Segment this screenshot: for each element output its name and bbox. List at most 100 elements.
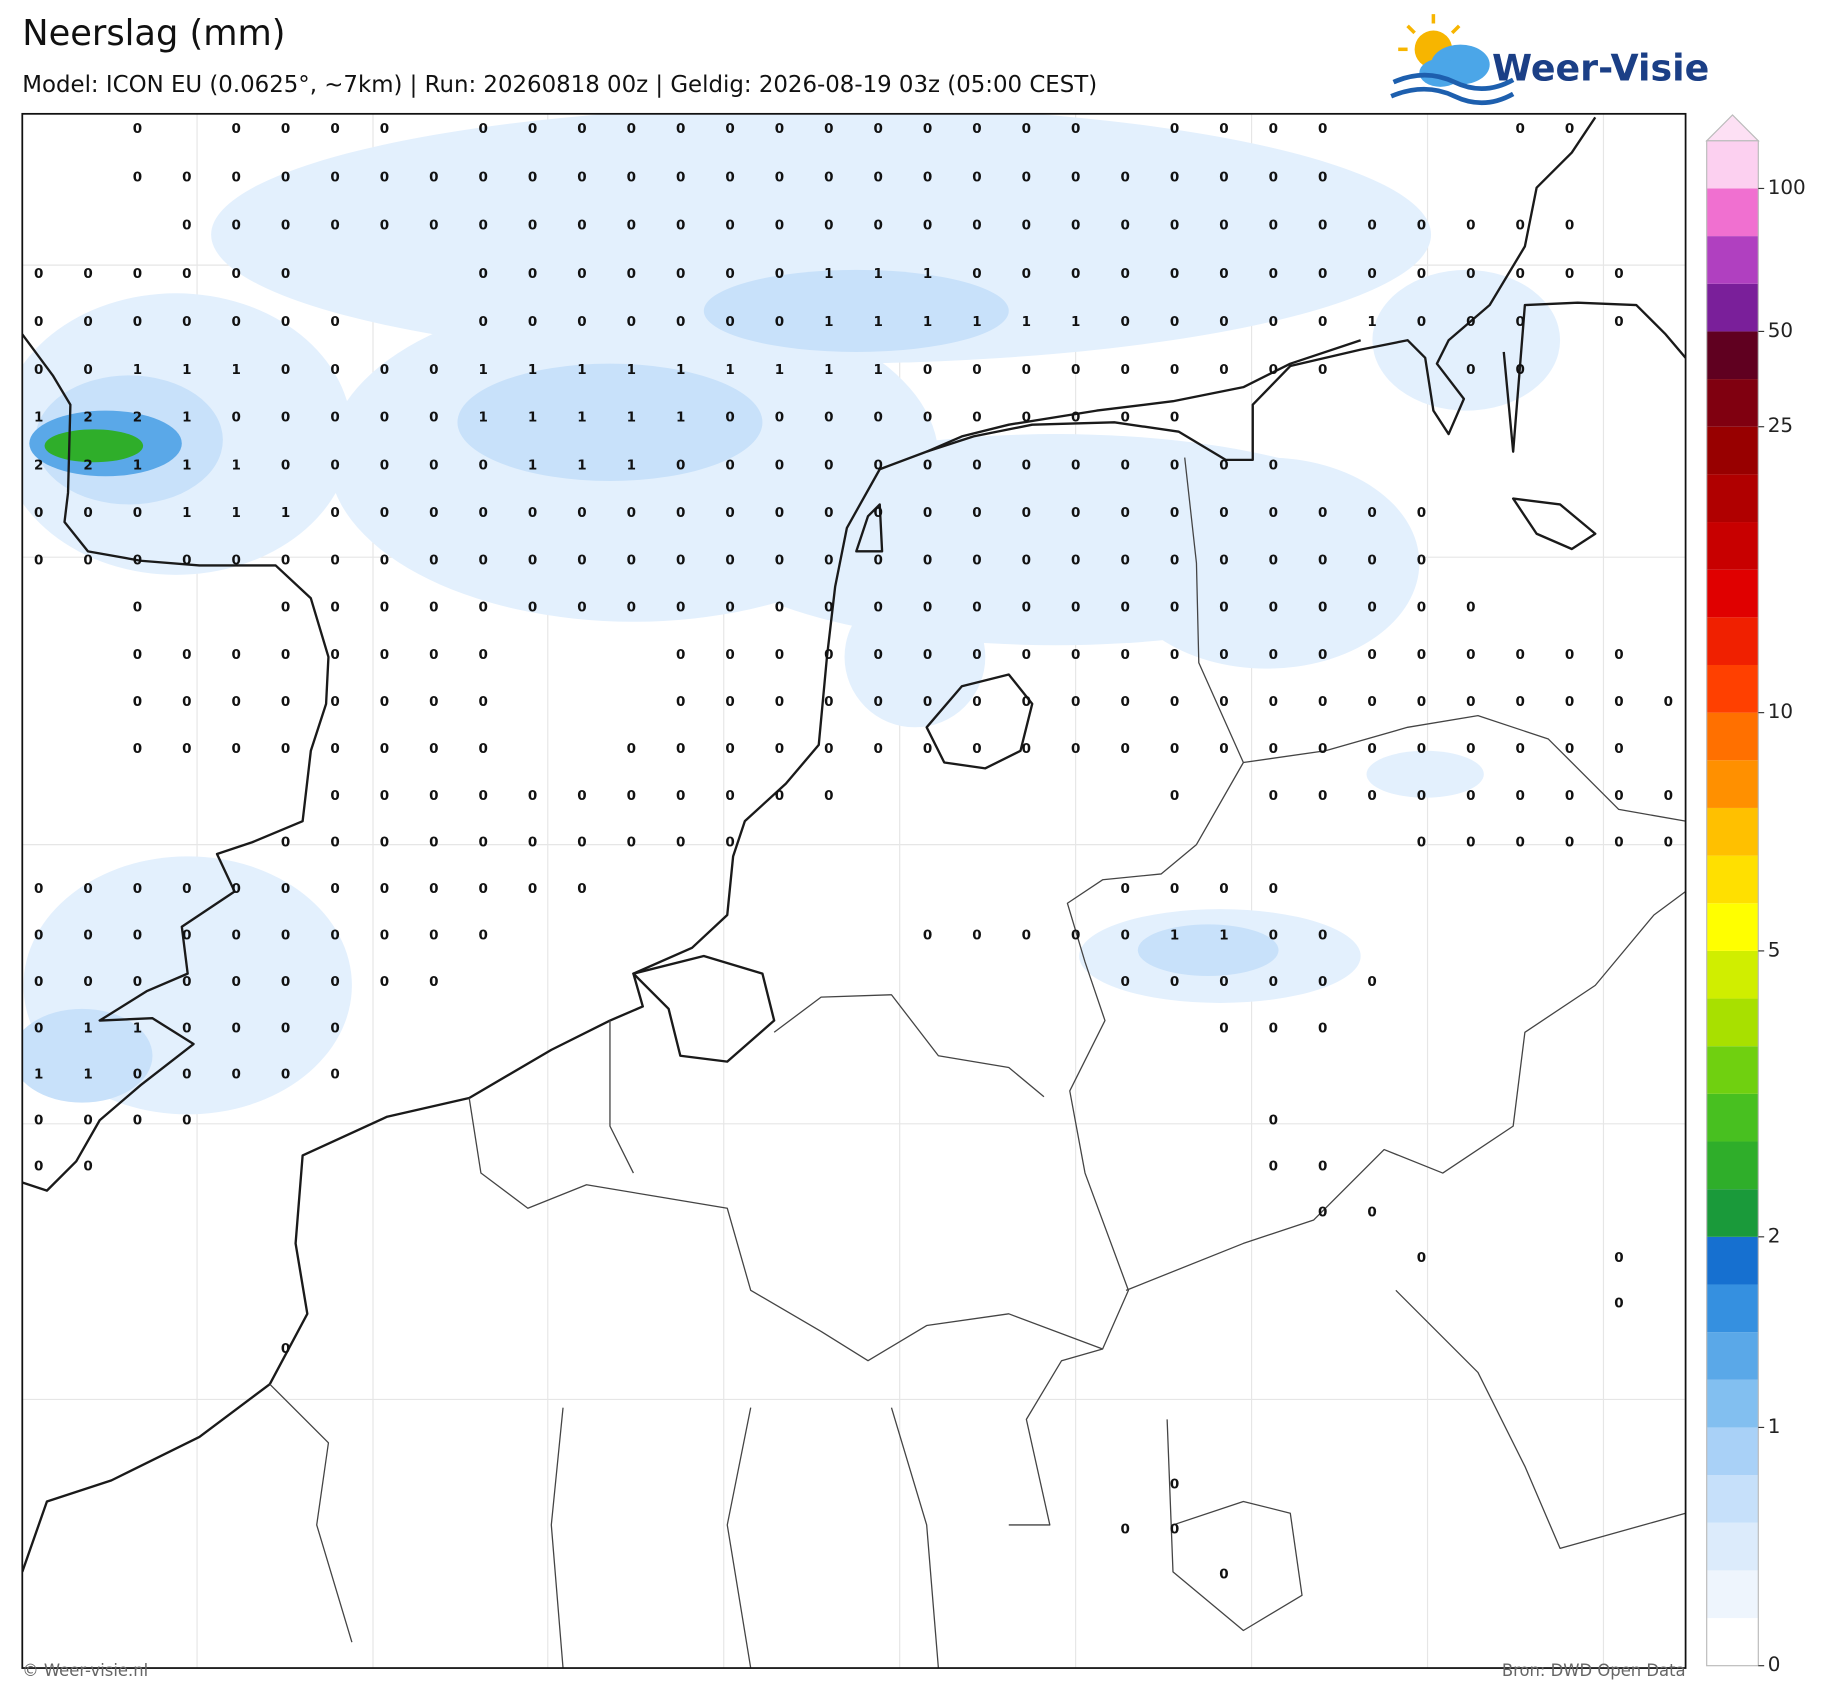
grid-value: 0 [775, 505, 784, 521]
logo-icon [1390, 14, 1515, 106]
grid-value: 0 [1417, 552, 1426, 568]
grid-value: 0 [83, 1158, 92, 1174]
grid-value: 0 [676, 457, 685, 473]
map-frame [21, 112, 1687, 1669]
grid-value: 0 [725, 218, 734, 234]
grid-value: 0 [627, 505, 636, 521]
grid-value: 0 [676, 835, 685, 851]
grid-value: 0 [232, 881, 241, 897]
grid-value: 1 [874, 314, 883, 330]
value-labels: 0 0 0 0 0 0 0 0 0 0 0 0 0 0 0 0 0 0 0 0 0 0 0 0 0 0 0 0 0 0 0 0 0 0 0 0 0 0 0 0… [34, 121, 1673, 1582]
grid-value: 0 [429, 974, 438, 990]
grid-value: 0 [1170, 552, 1179, 568]
grid-value: 0 [725, 741, 734, 757]
grid-value: 0 [1071, 928, 1080, 944]
grid-value: 1 [133, 362, 142, 378]
colorbar-tick-label: 50 [1768, 318, 1793, 342]
grid-value: 1 [478, 410, 487, 426]
grid-value: 0 [775, 694, 784, 710]
grid-value: 0 [232, 974, 241, 990]
grid-value: 1 [1071, 314, 1080, 330]
grid-value: 0 [1367, 600, 1376, 616]
grid-value: 0 [923, 928, 932, 944]
grid-value: 0 [380, 788, 389, 804]
grid-value: 0 [133, 741, 142, 757]
grid-value: 0 [330, 552, 339, 568]
grid-value: 0 [429, 362, 438, 378]
grid-value: 1 [1170, 928, 1179, 944]
grid-value: 0 [83, 552, 92, 568]
colorbar-bin [1706, 712, 1759, 761]
grid-value: 1 [1219, 928, 1228, 944]
grid-value: 0 [1120, 694, 1129, 710]
grid-value: 0 [281, 741, 290, 757]
grid-value: 0 [1170, 600, 1179, 616]
grid-value: 0 [281, 266, 290, 282]
colorbar-bin [1706, 998, 1759, 1047]
grid-value: 1 [824, 362, 833, 378]
grid-value: 0 [1219, 600, 1228, 616]
grid-value: 0 [1318, 169, 1327, 185]
grid-value: 0 [380, 410, 389, 426]
colorbar-bin [1706, 855, 1759, 904]
grid-value: 0 [972, 169, 981, 185]
grid-value: 1 [874, 362, 883, 378]
grid-value: 0 [577, 314, 586, 330]
grid-value: 0 [1170, 1477, 1179, 1493]
grid-value: 0 [923, 169, 932, 185]
grid-value: 0 [676, 121, 685, 137]
grid-value: 0 [577, 169, 586, 185]
grid-value: 0 [1318, 218, 1327, 234]
grid-value: 0 [824, 505, 833, 521]
grid-value: 0 [923, 647, 932, 663]
grid-value: 0 [133, 881, 142, 897]
grid-value: 0 [281, 600, 290, 616]
grid-value: 0 [824, 121, 833, 137]
grid-value: 0 [775, 457, 784, 473]
grid-value: 0 [232, 121, 241, 137]
grid-value: 0 [1516, 121, 1525, 137]
grid-value: 0 [972, 741, 981, 757]
grid-value: 0 [281, 121, 290, 137]
grid-value: 0 [1022, 169, 1031, 185]
grid-value: 0 [1120, 505, 1129, 521]
colorbar-bin [1706, 1332, 1759, 1380]
grid-value: 0 [478, 314, 487, 330]
grid-value: 0 [232, 169, 241, 185]
grid-value: 0 [923, 505, 932, 521]
grid-value: 0 [1170, 647, 1179, 663]
grid-value: 0 [1269, 1020, 1278, 1036]
grid-value: 0 [83, 266, 92, 282]
grid-value: 0 [281, 218, 290, 234]
grid-value: 0 [824, 552, 833, 568]
grid-value: 0 [972, 362, 981, 378]
grid-value: 0 [1269, 741, 1278, 757]
grid-value: 0 [1071, 410, 1080, 426]
grid-value: 0 [232, 314, 241, 330]
grid-value: 0 [34, 1113, 43, 1129]
grid-value: 0 [972, 266, 981, 282]
footer-right: Bron: DWD Open Data [1502, 1661, 1686, 1680]
grid-value: 0 [1466, 647, 1475, 663]
grid-value: 0 [1417, 505, 1426, 521]
grid-value: 0 [676, 647, 685, 663]
grid-value: 0 [1367, 647, 1376, 663]
grid-value: 0 [1071, 218, 1080, 234]
grid-value: 0 [824, 169, 833, 185]
colorbar-bin [1706, 140, 1759, 189]
grid-value: 0 [1071, 505, 1080, 521]
grid-value: 0 [1120, 410, 1129, 426]
grid-value: 0 [133, 1067, 142, 1083]
grid-value: 0 [1664, 788, 1673, 804]
grid-value: 0 [133, 121, 142, 137]
grid-value: 0 [1219, 457, 1228, 473]
grid-value: 1 [232, 505, 241, 521]
grid-value: 0 [1516, 694, 1525, 710]
grid-value: 0 [775, 552, 784, 568]
grid-value: 1 [83, 1020, 92, 1036]
grid-value: 0 [1170, 505, 1179, 521]
grid-value: 0 [182, 694, 191, 710]
grid-value: 0 [182, 928, 191, 944]
colorbar-bin [1706, 283, 1759, 332]
grid-value: 0 [824, 410, 833, 426]
